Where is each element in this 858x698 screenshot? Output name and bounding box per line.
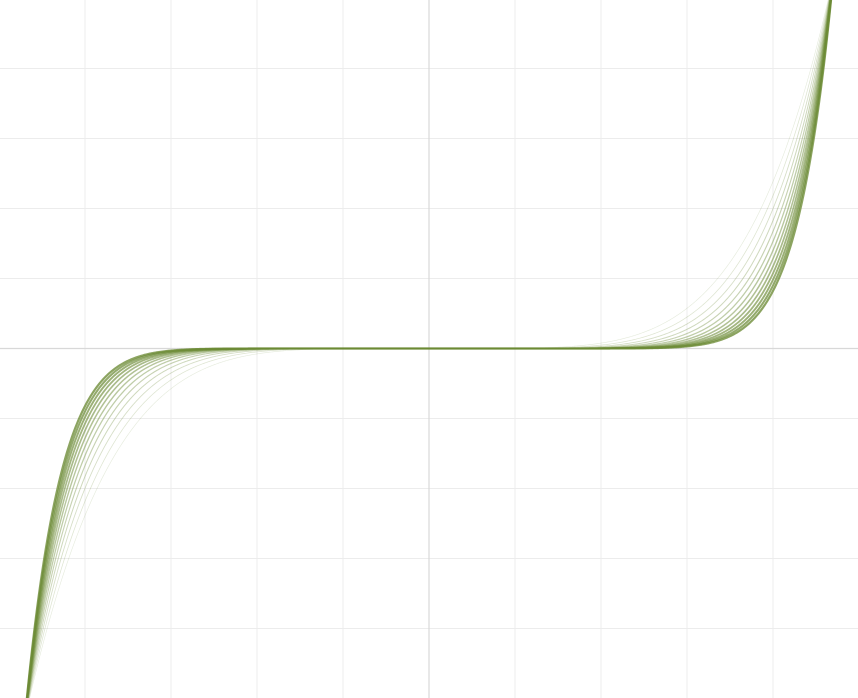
curve-series — [25, 0, 833, 698]
curve-series-13 — [25, 0, 833, 698]
chart-plot — [0, 0, 858, 698]
